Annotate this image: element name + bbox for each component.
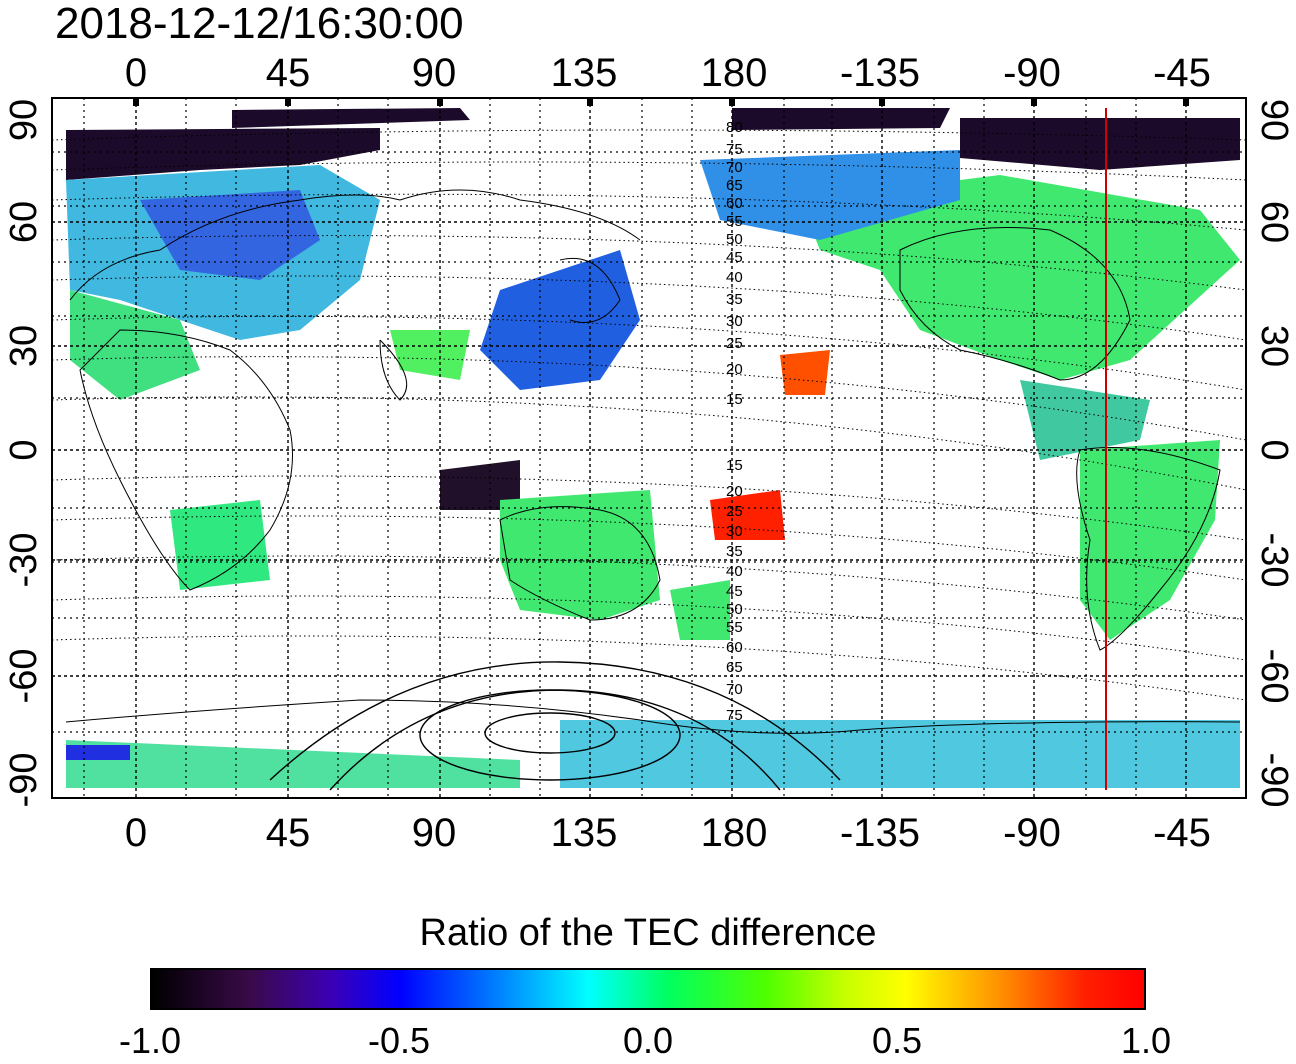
lat-tick-right: 90 xyxy=(1253,99,1295,141)
lon-tick-bottom: -135 xyxy=(840,811,920,855)
frame-ticks xyxy=(133,98,1189,106)
lon-tick-top: -135 xyxy=(840,51,920,95)
contour-label: 15 xyxy=(726,457,743,474)
tec-region-arctic-mid xyxy=(732,108,950,130)
contour-label: 40 xyxy=(726,563,743,580)
lat-tick-left: 0 xyxy=(3,439,45,460)
contour-label: 25 xyxy=(726,503,743,520)
contour-label: 50 xyxy=(726,601,743,618)
lon-tick-bottom: -45 xyxy=(1153,811,1211,855)
lon-tick-top: 90 xyxy=(412,51,457,95)
contour-label: 35 xyxy=(726,543,743,560)
colorbar-tick: -1.0 xyxy=(118,1020,182,1061)
lat-tick-left: -60 xyxy=(3,649,45,704)
coastlines xyxy=(65,189,1241,734)
contour-label: 45 xyxy=(726,249,743,266)
lon-tick-bottom: 45 xyxy=(266,811,311,855)
lat-tick-left: 90 xyxy=(3,99,45,141)
tec-region-arctic-east xyxy=(960,118,1240,170)
contour-label: 70 xyxy=(726,681,743,698)
lon-tick-top: -45 xyxy=(1153,51,1211,95)
left-lat-labels: 90 60 30 0 -30 -60 -90 xyxy=(3,99,45,808)
contour-label: 50 xyxy=(726,231,743,248)
tec-region-central-america xyxy=(1020,380,1150,460)
tec-region-japan xyxy=(480,250,640,390)
lon-tick-top: 135 xyxy=(551,51,618,95)
contour-label: 60 xyxy=(726,639,743,656)
contour-label: 30 xyxy=(726,313,743,330)
contour-label: 45 xyxy=(726,583,743,600)
tec-region-hawaii xyxy=(780,350,830,395)
lat-tick-right: -90 xyxy=(1253,753,1295,808)
top-lon-labels: 0 45 90 135 180 -135 -90 -45 xyxy=(125,51,1211,95)
lat-tick-right: -60 xyxy=(1253,649,1295,704)
colorbar-tick: 0.0 xyxy=(622,1020,674,1061)
tec-region-pacific-red xyxy=(710,490,785,540)
lat-tick-left: 60 xyxy=(3,201,45,243)
lat-tick-right: 30 xyxy=(1253,325,1295,367)
tec-region-n-america xyxy=(800,175,1240,380)
contour-label: 75 xyxy=(726,141,743,158)
tec-region-antarctic-blue xyxy=(66,745,130,760)
colorbar-tick: -0.5 xyxy=(367,1020,431,1061)
tec-coverage xyxy=(66,108,1240,788)
colorbar-tick: 0.5 xyxy=(871,1020,923,1061)
contour-label: 80 xyxy=(726,119,743,136)
south-pole-contours xyxy=(269,661,841,791)
contour-label: 40 xyxy=(726,269,743,286)
contour-label: 20 xyxy=(726,483,743,500)
colorbar-title: Ratio of the TEC difference xyxy=(419,912,877,954)
lon-tick-top: 0 xyxy=(125,51,147,95)
contour-labels-south: 15 20 25 30 35 40 45 50 55 60 65 70 75 xyxy=(726,457,743,724)
contour-label: 65 xyxy=(726,659,743,676)
lon-tick-top: 45 xyxy=(266,51,311,95)
tec-region-sea-dark xyxy=(440,460,520,510)
contour-label: 75 xyxy=(726,707,743,724)
contour-label: 55 xyxy=(726,619,743,636)
lon-tick-top: 180 xyxy=(701,51,768,95)
contour-labels-north: 80 75 70 65 60 55 50 45 40 35 30 25 20 1… xyxy=(726,119,743,408)
bottom-lon-labels: 0 45 90 135 180 -135 -90 -45 xyxy=(125,811,1211,855)
tec-region-arctic-top xyxy=(232,108,470,128)
contour-label: 60 xyxy=(726,195,743,212)
graticule-major xyxy=(52,98,1246,798)
lat-tick-right: 60 xyxy=(1253,201,1295,243)
lat-tick-right: 0 xyxy=(1253,439,1295,460)
lon-tick-bottom: 135 xyxy=(551,811,618,855)
tec-region-nz xyxy=(670,580,730,640)
lat-tick-left: -90 xyxy=(3,753,45,808)
contour-label: 65 xyxy=(726,177,743,194)
magnetic-contours xyxy=(51,129,1247,701)
tec-region-s-africa xyxy=(170,500,270,590)
contour-label: 20 xyxy=(726,361,743,378)
tec-region-canada-arctic xyxy=(700,150,960,240)
lon-tick-bottom: 180 xyxy=(701,811,768,855)
lon-tick-top: -90 xyxy=(1003,51,1061,95)
contour-label: 15 xyxy=(726,391,743,408)
graticule xyxy=(52,98,1246,798)
tec-region-india xyxy=(390,330,470,380)
colorbar-tick: 1.0 xyxy=(1120,1020,1172,1061)
tec-region-antarctic-west xyxy=(66,740,520,788)
lon-tick-bottom: -90 xyxy=(1003,811,1061,855)
tec-map: 0 45 90 135 180 -135 -90 -45 0 45 90 135… xyxy=(3,51,1295,855)
lon-tick-bottom: 90 xyxy=(412,811,457,855)
tec-region-antarctic-east xyxy=(560,720,1240,788)
contour-label: 55 xyxy=(726,213,743,230)
right-lat-labels: 90 60 30 0 -30 -60 -90 xyxy=(1253,99,1295,808)
tec-region-europe-blue xyxy=(140,190,320,280)
colorbar xyxy=(150,968,1146,1010)
tec-region-n-africa xyxy=(70,290,200,400)
contour-label: 30 xyxy=(726,523,743,540)
tec-region-s-america xyxy=(1080,440,1220,640)
contour-label: 25 xyxy=(726,335,743,352)
lat-tick-left: 30 xyxy=(3,325,45,367)
contour-label: 70 xyxy=(726,159,743,176)
contour-label: 35 xyxy=(726,291,743,308)
tec-region-arctic-west xyxy=(66,128,380,180)
plot-title: 2018-12-12/16:30:00 xyxy=(55,0,464,48)
lat-tick-left: -30 xyxy=(3,533,45,588)
lon-tick-bottom: 0 xyxy=(125,811,147,855)
lat-tick-right: -30 xyxy=(1253,533,1295,588)
